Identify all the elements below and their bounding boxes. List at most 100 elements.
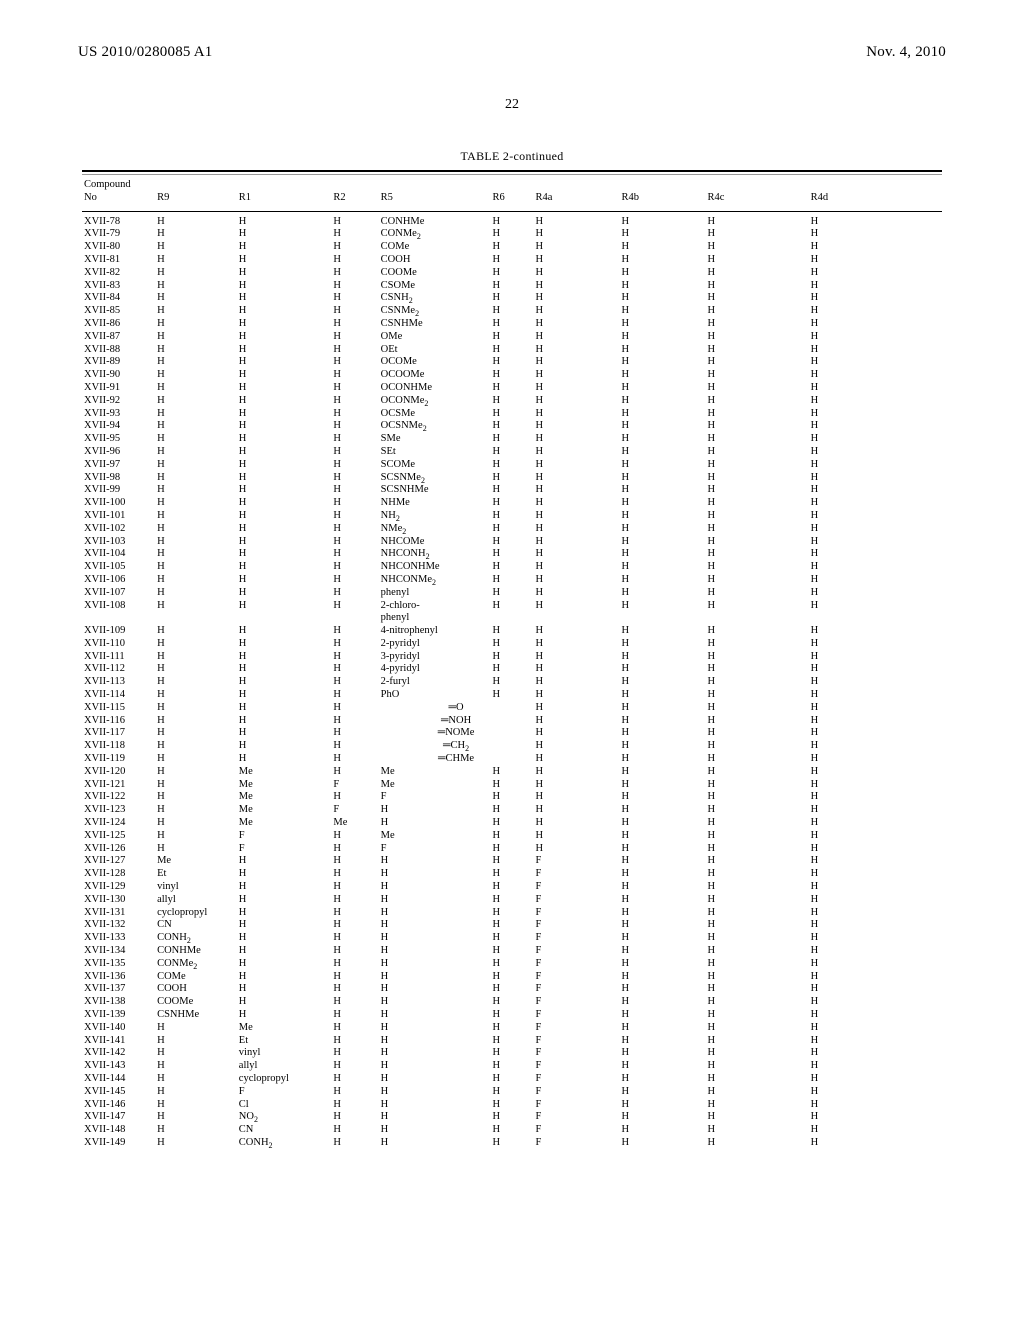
cell-r4b: H [619, 510, 705, 523]
cell-r1: H [237, 331, 332, 344]
cell-r4d: H [809, 587, 942, 600]
cell-r4c: H [705, 536, 808, 549]
cell-r5: SCSNMe2 [379, 472, 491, 485]
cell-r2: H [331, 459, 378, 472]
cell-r1: Me [237, 791, 332, 804]
cell-r9: H [155, 523, 237, 536]
cell-r5: NH2 [379, 510, 491, 523]
cell-r2: H [331, 497, 378, 510]
cell-r4b: H [619, 369, 705, 382]
cell-r4d: H [809, 280, 942, 293]
cell-r5: NHCONMe2 [379, 574, 491, 587]
cell-r9: CONMe2 [155, 958, 237, 971]
cell-r6: H [490, 919, 533, 932]
cell-r5: H [379, 919, 491, 932]
cell-r5: Me [379, 830, 491, 843]
table-row: XVII-142HvinylHHHFHHH [82, 1047, 942, 1060]
cell-r5: OCONMe2 [379, 395, 491, 408]
cell-r4b: H [619, 971, 705, 984]
cell-compound-no: XVII-125 [82, 830, 155, 843]
cell-r4a: H [533, 753, 619, 766]
cell-r4b: H [619, 638, 705, 651]
cell-r2: H [331, 267, 378, 280]
cell-r4b: H [619, 689, 705, 702]
cell-r5: COOH [379, 254, 491, 267]
cell-r4c: H [705, 932, 808, 945]
cell-r5: SMe [379, 433, 491, 446]
cell-compound-no: XVII-82 [82, 267, 155, 280]
cell-compound-no: XVII-99 [82, 484, 155, 497]
cell-r4c: H [705, 395, 808, 408]
cell-r9: H [155, 1022, 237, 1035]
cell-r4a: H [533, 574, 619, 587]
cell-r2: H [331, 676, 378, 689]
cell-r6: H [490, 1086, 533, 1099]
cell-r6: H [490, 254, 533, 267]
cell-r6: H [490, 420, 533, 433]
cell-compound-no: XVII-146 [82, 1099, 155, 1112]
cell-r4c: H [705, 907, 808, 920]
cell-r5: CONMe2 [379, 228, 491, 241]
table-row: XVII-88HHHOEtHHHHH [82, 344, 942, 357]
cell-r4b: H [619, 600, 705, 626]
cell-r6: H [490, 510, 533, 523]
cell-r4d: H [809, 932, 942, 945]
cell-r9: H [155, 1137, 237, 1150]
cell-r1: H [237, 305, 332, 318]
cell-r4a: H [533, 715, 619, 728]
cell-r4d: H [809, 1022, 942, 1035]
cell-r6: H [490, 600, 533, 626]
cell-r6: H [490, 280, 533, 293]
cell-r1: H [237, 689, 332, 702]
cell-r4a: F [533, 1022, 619, 1035]
table-row: XVII-147HNO2HHHFHHH [82, 1111, 942, 1124]
cell-r4b: H [619, 459, 705, 472]
cell-r9: H [155, 600, 237, 626]
cell-r5: H [379, 983, 491, 996]
cell-r4b: H [619, 779, 705, 792]
cell-r4d: H [809, 561, 942, 574]
cell-r4c: H [705, 305, 808, 318]
cell-r5: H [379, 907, 491, 920]
cell-r4c: H [705, 600, 808, 626]
table-row: XVII-126HFHFHHHHH [82, 843, 942, 856]
cell-r2: H [331, 292, 378, 305]
cell-r4b: H [619, 420, 705, 433]
cell-r9: H [155, 216, 237, 229]
cell-compound-no: XVII-106 [82, 574, 155, 587]
cell-r4a: F [533, 1124, 619, 1137]
col-r2: R2 [331, 177, 378, 207]
cell-r1: H [237, 894, 332, 907]
cell-r4a: H [533, 292, 619, 305]
cell-r4b: H [619, 574, 705, 587]
table-row: XVII-120HMeHMeHHHHH [82, 766, 942, 779]
col-r5: R5 [379, 177, 491, 207]
cell-r4d: H [809, 727, 942, 740]
table-row: XVII-144HcyclopropylHHHFHHH [82, 1073, 942, 1086]
cell-r6: H [490, 292, 533, 305]
cell-r1: F [237, 843, 332, 856]
cell-r1: H [237, 356, 332, 369]
cell-r6: H [490, 1060, 533, 1073]
table-wrap: CompoundNo R9 R1 R2 R5 R6 R4a R4b R4c R4… [82, 170, 942, 1150]
table-row: XVII-89HHHOCOMeHHHHH [82, 356, 942, 369]
table-row: XVII-110HHH2-pyridylHHHHH [82, 638, 942, 651]
cell-r5r6-merged: ═CH2 [379, 740, 534, 753]
cell-r5: NHMe [379, 497, 491, 510]
publication-number: US 2010/0280085 A1 [78, 44, 212, 61]
col-r9: R9 [155, 177, 237, 207]
cell-r4a: H [533, 676, 619, 689]
cell-r1: H [237, 945, 332, 958]
table-row: XVII-112HHH4-pyridylHHHHH [82, 663, 942, 676]
cell-compound-no: XVII-84 [82, 292, 155, 305]
cell-r4b: H [619, 548, 705, 561]
cell-r2: F [331, 804, 378, 817]
cell-r4c: H [705, 855, 808, 868]
cell-r1: H [237, 663, 332, 676]
table-row: XVII-128EtHHHHFHHH [82, 868, 942, 881]
cell-compound-no: XVII-111 [82, 651, 155, 664]
table-row: XVII-119HHH═CHMeHHHH [82, 753, 942, 766]
cell-r2: H [331, 472, 378, 485]
cell-r4a: H [533, 228, 619, 241]
cell-r6: H [490, 433, 533, 446]
